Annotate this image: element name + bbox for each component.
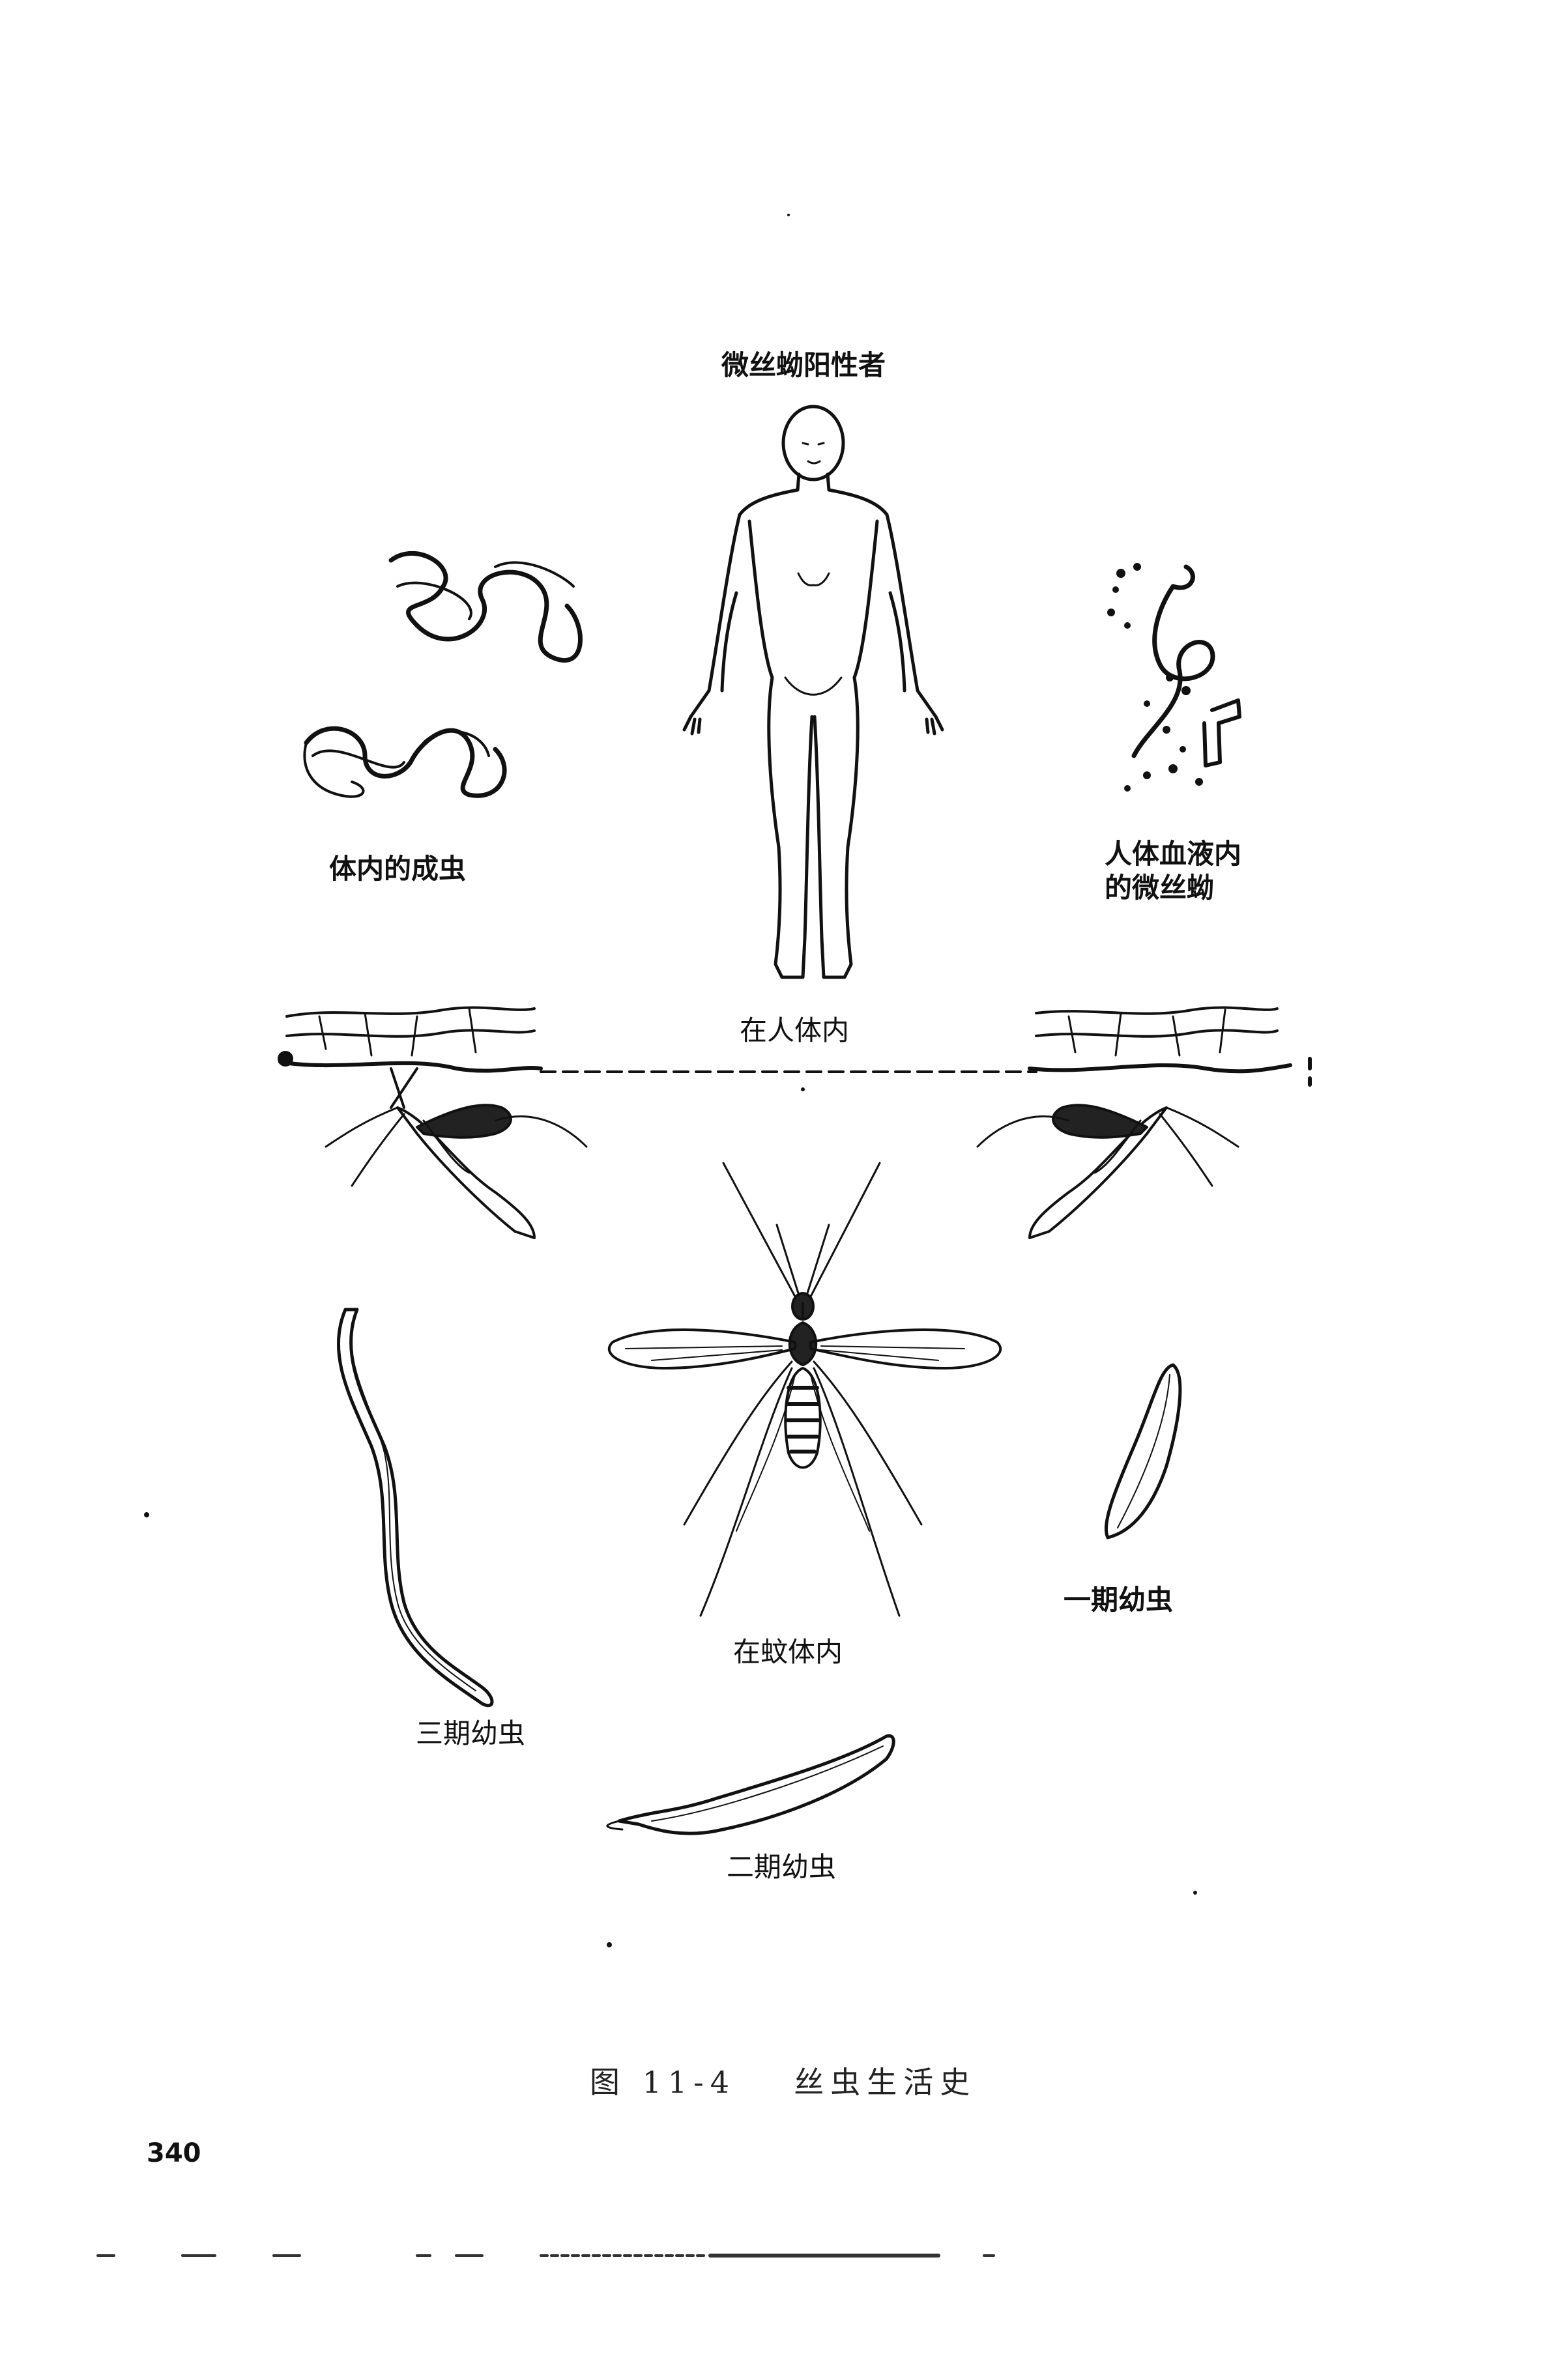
figure-number: 图 11-4	[590, 2065, 736, 2100]
label-positive-person: 微丝蚴阳性者	[721, 349, 886, 381]
microfilaria-in-blood	[1107, 563, 1241, 792]
page-number: 340	[147, 2138, 201, 2168]
label-in-human: 在人体内	[740, 1014, 850, 1046]
skin-mosquito-right	[976, 1006, 1312, 1239]
skin-mosquito-left	[278, 1006, 588, 1239]
larva-stage3	[336, 1308, 494, 1708]
label-larva-stage2: 二期幼虫	[727, 1851, 837, 1883]
adult-worms	[303, 551, 583, 798]
label-blood-microfilaria-line1: 人体血液内	[1105, 838, 1242, 870]
label-blood-microfilaria-line2: 的微丝蚴	[1105, 872, 1215, 904]
mosquito-large	[607, 1162, 1002, 1617]
label-larva-stage1: 一期幼虫	[1064, 1584, 1174, 1616]
label-adult-worms: 体内的成虫	[329, 853, 467, 885]
label-in-mosquito: 在蚊体内	[733, 1636, 843, 1668]
label-larva-stage3: 三期幼虫	[416, 1717, 526, 1749]
figure-caption: 图 11-4 丝虫生活史	[590, 2059, 976, 2102]
larva-stage1	[1104, 1363, 1182, 1540]
figure-title: 丝虫生活史	[794, 2065, 977, 2100]
larva-stage2	[606, 1734, 895, 1835]
scan-specks	[144, 214, 1197, 1947]
human-figure	[682, 405, 944, 979]
